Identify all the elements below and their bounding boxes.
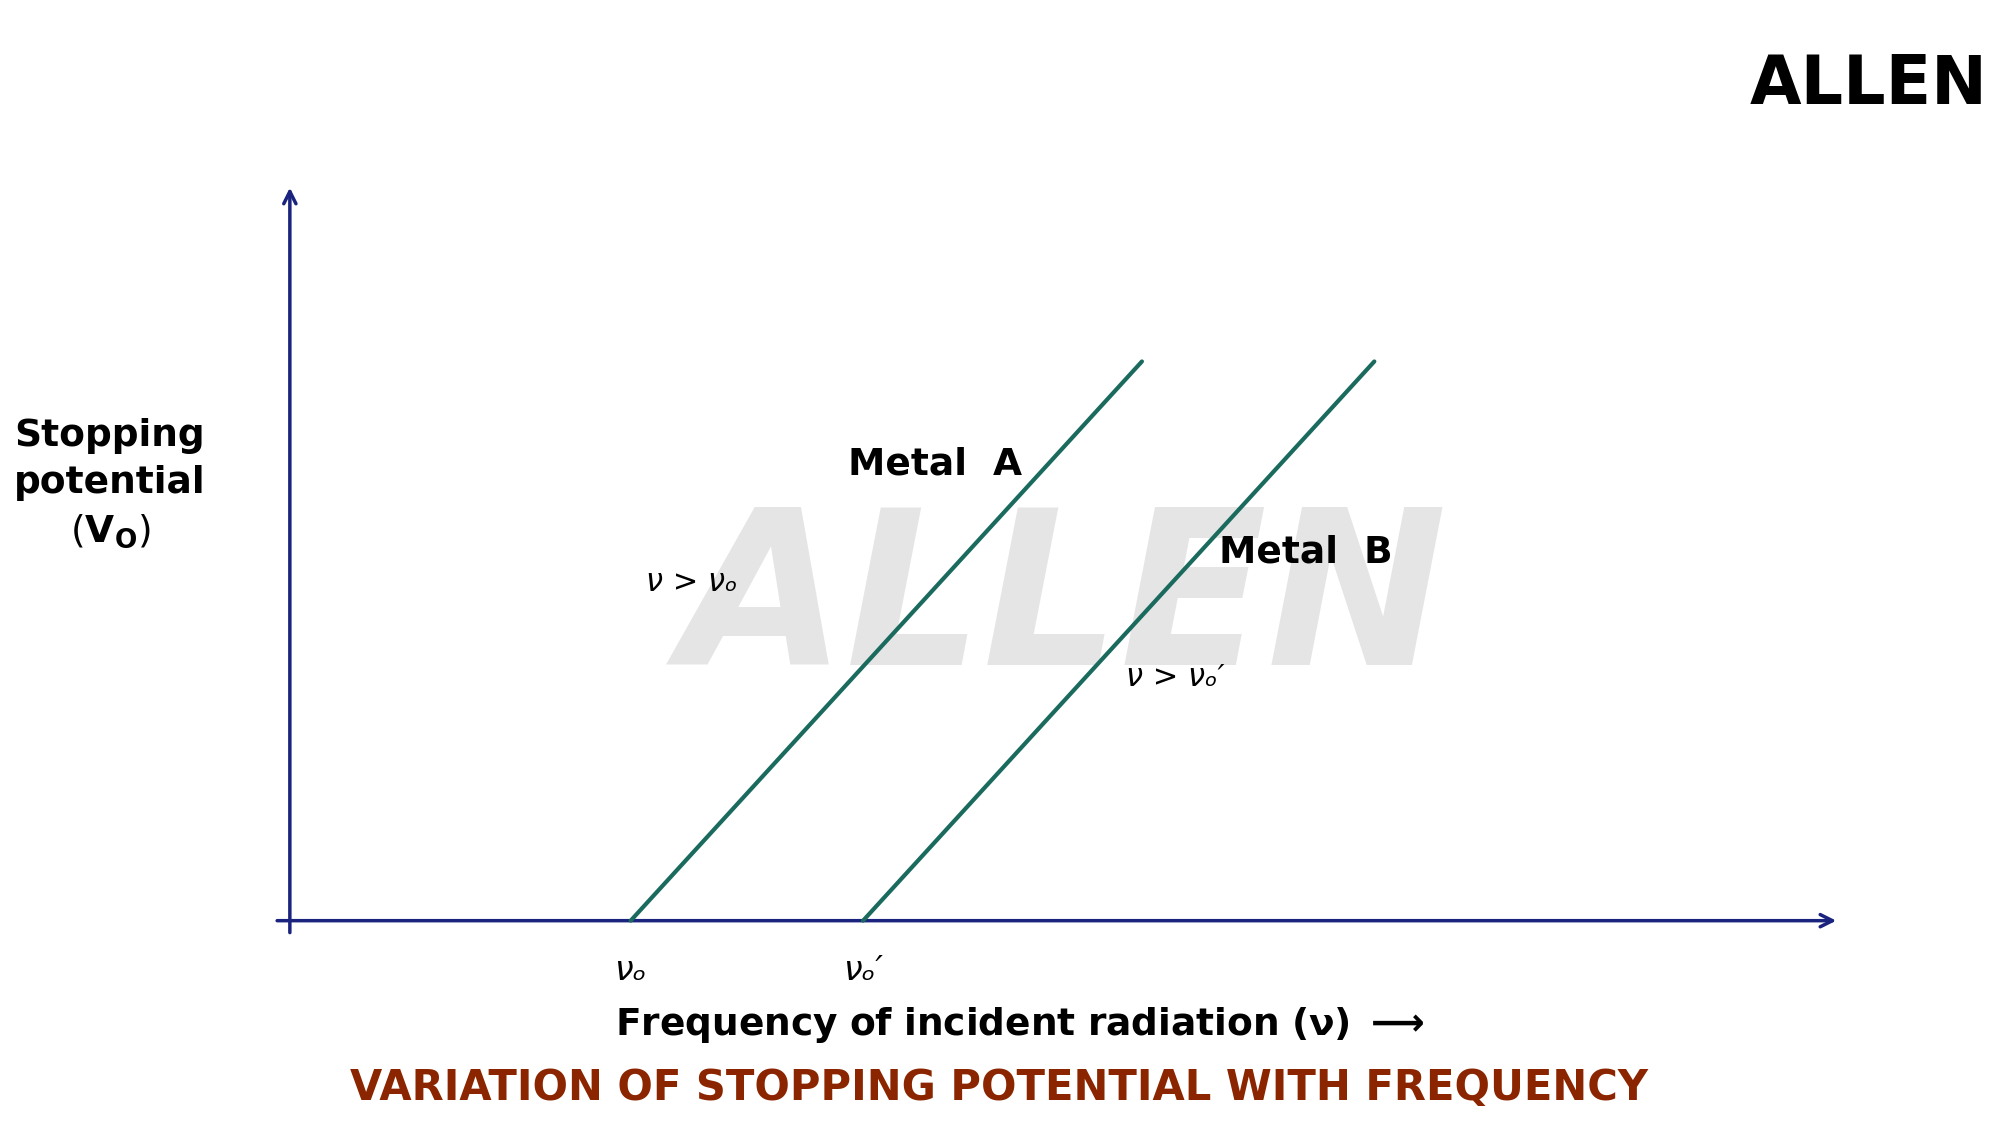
Text: $\bf{Frequency\ of\ incident\ radiation\ (\nu)\ \longrightarrow}$: $\bf{Frequency\ of\ incident\ radiation\…	[615, 1005, 1423, 1046]
Text: ν > νₒ: ν > νₒ	[645, 567, 737, 597]
Text: ν > νₒ′: ν > νₒ′	[1127, 663, 1225, 693]
Text: Metal  B: Metal B	[1219, 535, 1393, 571]
Text: νₒ′: νₒ′	[843, 953, 883, 986]
Text: Metal  A: Metal A	[847, 446, 1021, 483]
Text: ALLEN: ALLEN	[1750, 52, 1986, 118]
Text: VARIATION OF STOPPING POTENTIAL WITH FREQUENCY: VARIATION OF STOPPING POTENTIAL WITH FRE…	[350, 1067, 1648, 1108]
Text: νₒ: νₒ	[613, 953, 647, 986]
Text: Stopping
potential
$(\mathbf{V_O})$: Stopping potential $(\mathbf{V_O})$	[14, 418, 206, 550]
Text: ALLEN: ALLEN	[679, 501, 1449, 710]
